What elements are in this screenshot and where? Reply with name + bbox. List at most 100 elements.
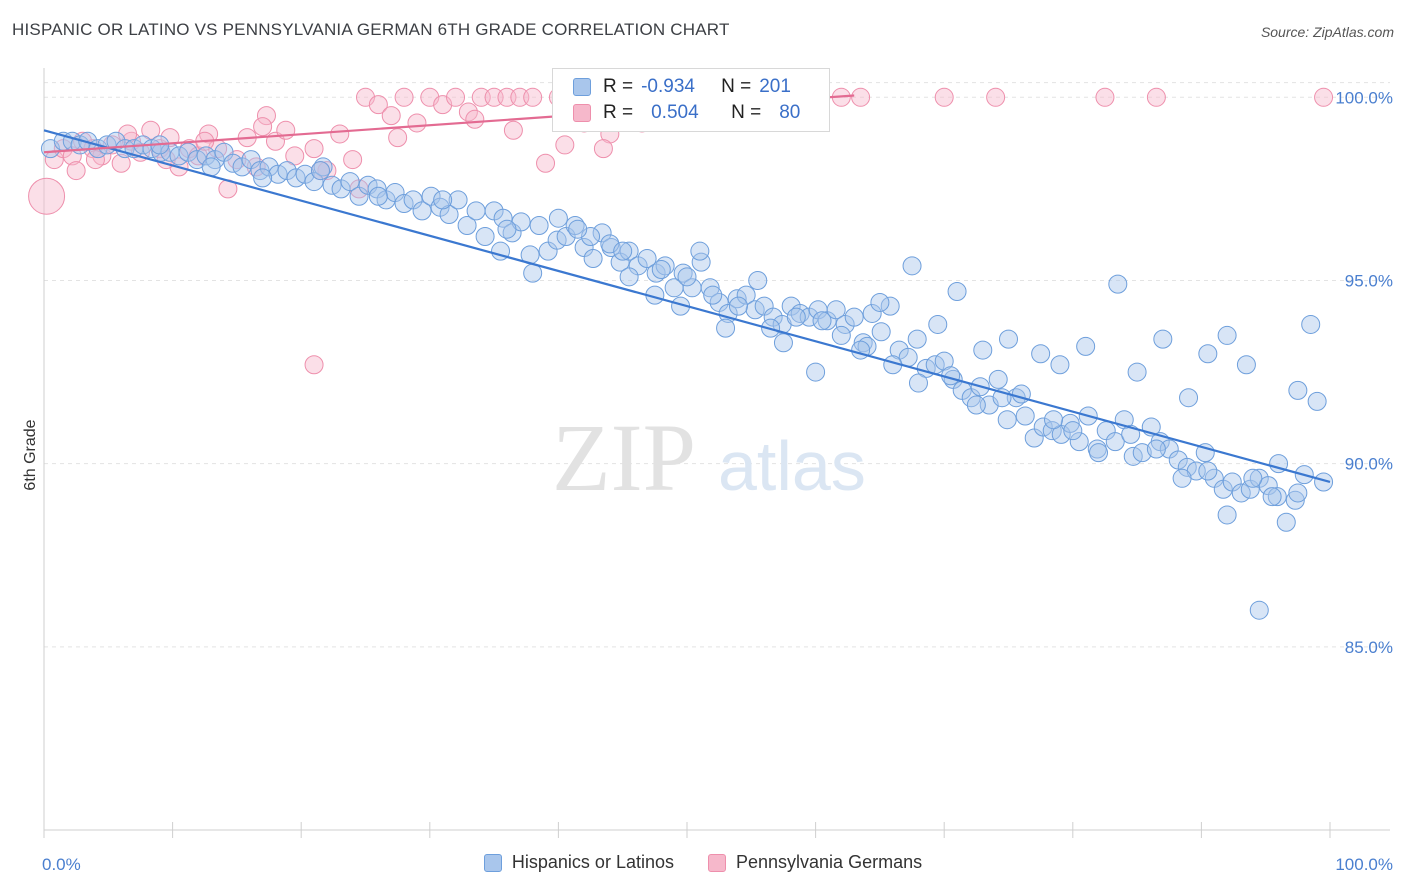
chart-source: Source: ZipAtlas.com xyxy=(1260,24,1394,40)
point-hispanics-or-latinos xyxy=(1031,344,1051,364)
point-hispanics-or-latinos xyxy=(1262,487,1282,507)
point-hispanics-or-latinos xyxy=(997,410,1017,430)
point-pennsylvania-germans xyxy=(285,146,305,166)
series-hispanics-or-latinos xyxy=(40,131,1334,620)
point-hispanics-or-latinos xyxy=(966,395,986,415)
point-pennsylvania-germans xyxy=(304,139,324,159)
point-hispanics-or-latinos xyxy=(999,329,1018,349)
point-pennsylvania-germans xyxy=(66,161,86,181)
point-pennsylvania-germans xyxy=(593,139,613,159)
point-hispanics-or-latinos xyxy=(1172,468,1192,488)
point-hispanics-or-latinos xyxy=(637,249,657,268)
point-hispanics-or-latinos xyxy=(523,263,543,283)
point-hispanics-or-latinos xyxy=(466,201,486,221)
point-hispanics-or-latinos xyxy=(619,241,639,261)
point-hispanics-or-latinos xyxy=(826,300,846,320)
point-hispanics-or-latinos xyxy=(786,307,806,327)
point-hispanics-or-latinos xyxy=(748,270,768,290)
legend-r-value: -0.934 xyxy=(641,76,695,97)
point-hispanics-or-latinos xyxy=(703,285,723,305)
point-hispanics-or-latinos xyxy=(806,362,826,382)
point-pennsylvania-germans xyxy=(555,135,575,155)
axes xyxy=(43,68,1390,838)
legend-r-key: R = xyxy=(603,102,634,123)
point-hispanics-or-latinos xyxy=(613,241,633,261)
point-hispanics-or-latinos xyxy=(928,314,948,334)
point-pennsylvania-germans xyxy=(1314,87,1334,107)
bottom-legend-penn-germans: Pennsylvania Germans xyxy=(708,852,922,873)
chart-title: HISPANIC OR LATINO VS PENNSYLVANIA GERMA… xyxy=(12,20,730,39)
point-hispanics-or-latinos xyxy=(844,307,864,327)
point-hispanics-or-latinos xyxy=(862,303,882,323)
point-hispanics-or-latinos xyxy=(1108,274,1128,294)
y-tick-label: 90.0% xyxy=(1345,455,1393,474)
point-hispanics-or-latinos xyxy=(1105,432,1125,452)
bottom-legend-label: Hispanics or Latinos xyxy=(511,852,674,872)
point-hispanics-or-latinos xyxy=(1089,443,1109,463)
point-pennsylvania-germans xyxy=(1146,87,1166,107)
point-hispanics-or-latinos xyxy=(1217,505,1237,525)
point-hispanics-or-latinos xyxy=(1267,487,1287,507)
point-hispanics-or-latinos xyxy=(1288,483,1308,503)
point-hispanics-or-latinos xyxy=(493,208,513,228)
point-hispanics-or-latinos xyxy=(907,329,927,349)
point-hispanics-or-latinos xyxy=(619,267,639,287)
point-pennsylvania-germans xyxy=(381,106,401,126)
point-hispanics-or-latinos xyxy=(1243,468,1263,488)
point-hispanics-or-latinos xyxy=(1044,410,1064,430)
point-hispanics-or-latinos xyxy=(677,267,697,287)
watermark-zip: ZIP xyxy=(552,404,696,511)
point-hispanics-or-latinos xyxy=(1198,461,1218,481)
legend-n-key: N = xyxy=(731,102,762,123)
point-hispanics-or-latinos xyxy=(1314,472,1334,492)
watermark-atlas: atlas xyxy=(718,427,866,505)
point-pennsylvania-germans xyxy=(536,153,556,173)
tick-labels: 100.0% 95.0% 90.0% 85.0% 0.0% 100.0% xyxy=(42,88,1393,874)
point-pennsylvania-germans xyxy=(256,106,276,126)
legend-r-value: 0.504 xyxy=(651,102,699,123)
point-hispanics-or-latinos xyxy=(947,281,967,301)
point-hispanics-or-latinos xyxy=(565,216,585,236)
point-hispanics-or-latinos xyxy=(655,256,675,276)
trend-line-hispanics xyxy=(43,129,1331,484)
legend-swatch-pink xyxy=(573,104,591,122)
point-hispanics-or-latinos xyxy=(253,168,273,188)
point-hispanics-or-latinos xyxy=(1285,490,1305,510)
legend-r-key: R = xyxy=(603,76,634,97)
point-hispanics-or-latinos xyxy=(1050,355,1070,375)
point-hispanics-or-latinos xyxy=(304,172,324,192)
point-hispanics-or-latinos xyxy=(448,190,468,210)
point-hispanics-or-latinos xyxy=(728,296,748,316)
point-hispanics-or-latinos xyxy=(870,292,890,312)
point-hispanics-or-latinos xyxy=(1288,380,1308,400)
point-hispanics-or-latinos xyxy=(880,296,900,316)
point-hispanics-or-latinos xyxy=(1063,421,1083,441)
point-hispanics-or-latinos xyxy=(457,216,477,236)
legend-n-value: 201 xyxy=(759,76,791,97)
y-tick-label: 85.0% xyxy=(1345,638,1393,657)
point-pennsylvania-germans xyxy=(934,87,954,107)
point-hispanics-or-latinos xyxy=(1153,329,1173,349)
bottom-legend-label: Pennsylvania Germans xyxy=(736,852,923,872)
point-hispanics-or-latinos xyxy=(871,322,891,342)
point-hispanics-or-latinos xyxy=(716,318,736,338)
point-pennsylvania-germans xyxy=(388,128,408,148)
point-pennsylvania-germans xyxy=(253,117,273,137)
point-hispanics-or-latinos xyxy=(1198,344,1218,364)
bottom-legend-swatch-blue xyxy=(483,853,502,872)
point-pennsylvania-germans xyxy=(851,87,871,107)
point-hispanics-or-latinos xyxy=(1276,512,1296,532)
point-hispanics-or-latinos xyxy=(340,172,360,192)
point-pennsylvania-germans xyxy=(317,161,337,181)
x-tick-label: 100.0% xyxy=(1335,855,1393,874)
point-pennsylvania-germans xyxy=(394,87,414,107)
point-hispanics-or-latinos xyxy=(673,263,693,283)
point-pennsylvania-germans xyxy=(28,177,66,215)
point-hispanics-or-latinos xyxy=(529,216,549,236)
point-hispanics-or-latinos xyxy=(1146,439,1166,459)
point-pennsylvania-germans xyxy=(304,355,324,375)
legend-row-hispanics: R = -0.934 N = 201 xyxy=(573,74,791,100)
point-hispanics-or-latinos xyxy=(902,256,922,276)
point-hispanics-or-latinos xyxy=(1307,391,1327,411)
